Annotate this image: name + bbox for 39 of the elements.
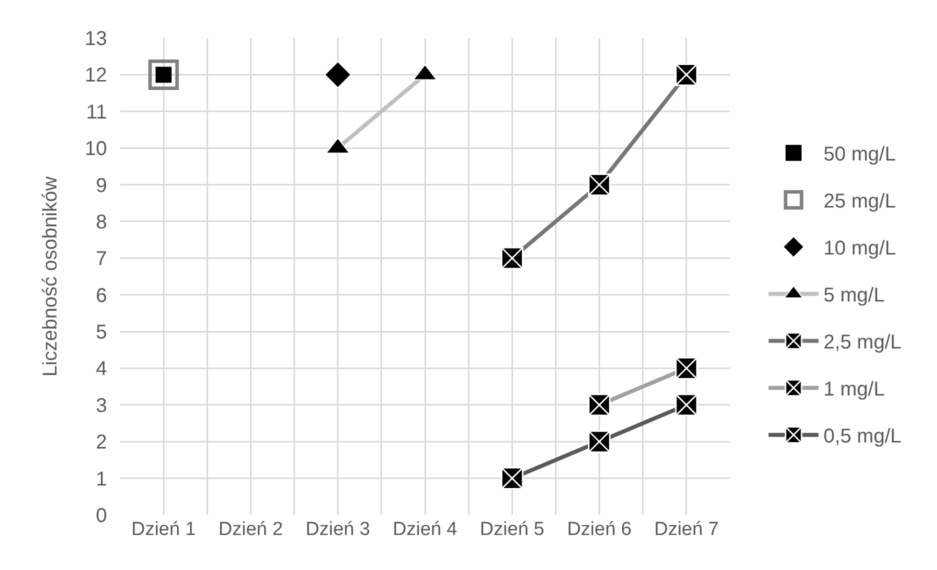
point xyxy=(500,246,524,270)
y-tick-label: 1 xyxy=(96,468,107,490)
y-tick-label: 7 xyxy=(96,248,107,270)
point xyxy=(588,174,611,196)
point xyxy=(148,59,179,90)
y-tick-label: 9 xyxy=(96,174,107,197)
legend-label: 50 mg/L xyxy=(824,144,896,166)
y-tick-label: 0 xyxy=(96,505,107,527)
y-tick-label: 5 xyxy=(96,322,107,344)
y-axis-title: Liczebność osobników xyxy=(39,176,62,377)
y-tick-label: 8 xyxy=(96,211,107,234)
y-tick-label: 11 xyxy=(86,101,107,124)
y-tick-label: 3 xyxy=(96,394,107,417)
legend-label: 1 mg/L xyxy=(824,378,885,401)
x-tick-label: Dzień 2 xyxy=(218,519,283,540)
x-tick-label: Dzień 5 xyxy=(480,519,544,540)
legend-label: 2,5 mg/L xyxy=(824,332,902,354)
point xyxy=(675,356,698,380)
x-tick-label: Dzień 4 xyxy=(392,519,458,540)
x-tick-label: Dzień 1 xyxy=(131,519,196,540)
point xyxy=(500,467,524,490)
y-tick-label: 10 xyxy=(84,138,107,160)
x-tick-label: Dzień 6 xyxy=(567,519,632,540)
point xyxy=(588,394,611,416)
point xyxy=(675,63,698,86)
y-tick-label: 6 xyxy=(96,284,107,307)
legend-label: 25 mg/L xyxy=(824,190,896,213)
y-tick-label: 13 xyxy=(84,28,107,50)
legend-label: 0,5 mg/L xyxy=(824,426,902,448)
y-tick-label: 12 xyxy=(84,64,107,87)
legend-label: 10 mg/L xyxy=(824,238,896,260)
point xyxy=(588,430,611,453)
y-tick-label: 4 xyxy=(96,358,107,380)
point xyxy=(675,394,698,416)
x-tick-label: Dzień 3 xyxy=(306,519,370,540)
x-tick-label: Dzień 7 xyxy=(654,519,719,540)
legend-label: 5 mg/L xyxy=(824,284,885,307)
point xyxy=(324,61,352,88)
y-tick-label: 2 xyxy=(96,432,107,454)
